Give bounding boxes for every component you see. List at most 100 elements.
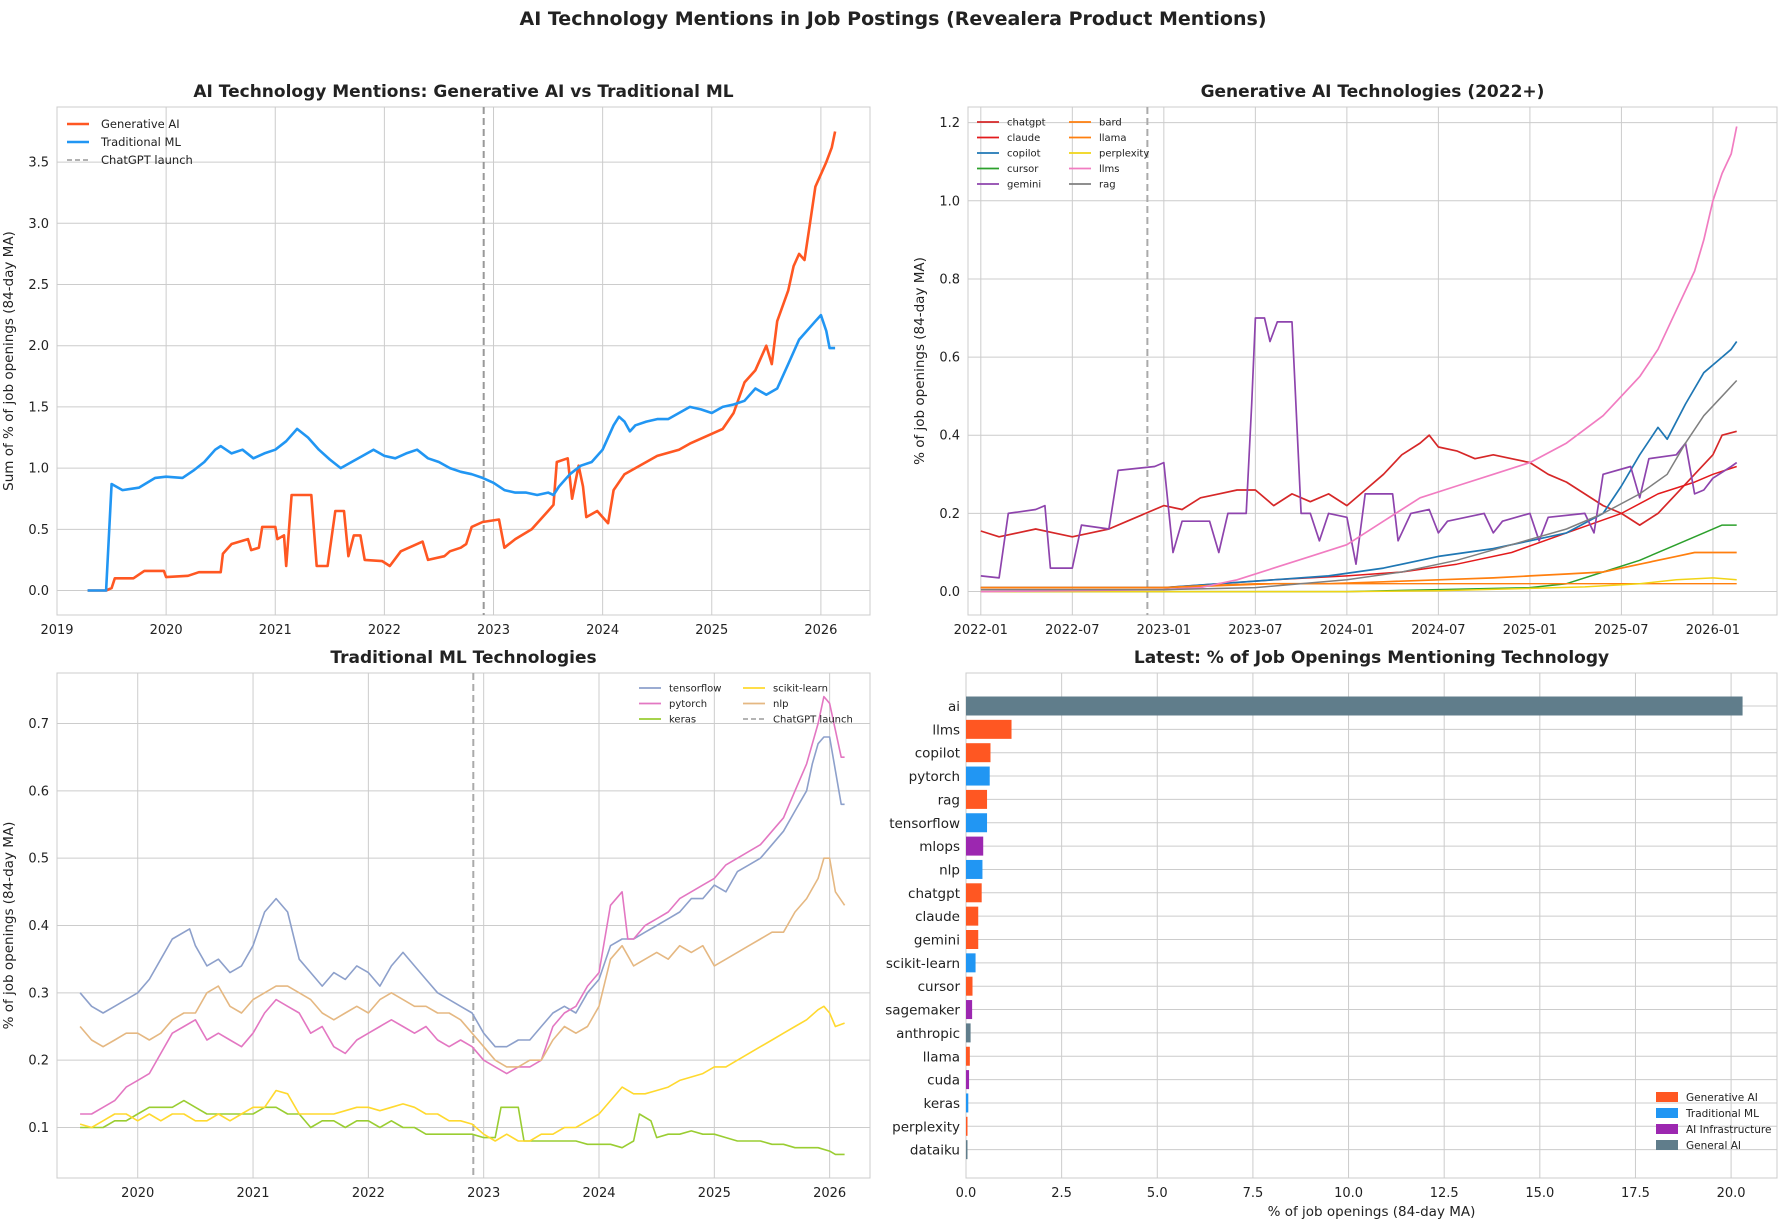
y-tick-label: perplexity: [892, 1119, 960, 1135]
y-tick-label: tensorflow: [889, 816, 960, 832]
x-tick-label: 2022-01: [954, 623, 1008, 638]
series-line-scikit-learn: [79, 1005, 845, 1142]
y-tick-label: 1.5: [28, 400, 49, 415]
x-tick-label: 2024-01: [1320, 623, 1374, 638]
chart-title: Latest: % of Job Openings Mentioning Tec…: [1134, 648, 1609, 668]
x-tick-label: 2026: [804, 623, 837, 638]
bar-dataiku: [966, 1140, 968, 1160]
legend-label: gemini: [1007, 180, 1041, 191]
series-line-llama: [980, 551, 1737, 589]
y-axis-label: % of job openings (84-day MA): [1, 822, 17, 1030]
legend-label: ChatGPT launch: [101, 153, 193, 167]
bar-gemini: [966, 930, 979, 949]
bar-anthropic: [966, 1023, 971, 1043]
legend-label: ChatGPT launch: [773, 715, 853, 726]
bar-llms: [966, 719, 1012, 739]
bar-llama: [966, 1046, 970, 1066]
bar-sagemaker: [966, 1000, 973, 1020]
y-tick-label: 0.0: [939, 585, 960, 600]
x-tick-label: 2024-07: [1411, 623, 1465, 638]
legend: Generative AI Traditional ML AI Infrastruc…: [1656, 1092, 1771, 1152]
y-tick-label: 0.8: [939, 272, 960, 287]
y-tick-label: 0.6: [28, 784, 49, 799]
legend-swatch-general-ai: [1656, 1140, 1678, 1150]
y-tick-label: 0.4: [939, 429, 960, 444]
chart-title: AI Technology Mentions: Generative AI vs…: [193, 82, 733, 102]
figure-suptitle: AI Technology Mentions in Job Postings (…: [519, 8, 1266, 30]
legend-label: cursor: [1007, 164, 1039, 175]
bar-ai: [966, 696, 1743, 716]
y-tick-label: gemini: [914, 933, 960, 949]
x-tick-label: 2025-01: [1503, 623, 1557, 638]
bar-perplexity: [966, 1116, 968, 1136]
legend-label: copilot: [1007, 149, 1041, 160]
series-line-traditional-ml: [87, 313, 836, 592]
bar-copilot: [966, 743, 991, 763]
series-line-nlp: [79, 857, 846, 1068]
x-tick-label: 2021: [259, 623, 292, 638]
legend: Generative AI Traditional ML ChatGPT launc…: [67, 117, 193, 167]
x-tick-label: 7.5: [1243, 1186, 1264, 1201]
series-line-pytorch: [80, 695, 845, 1115]
legend-label: keras: [669, 715, 696, 726]
y-tick-label: rag: [938, 792, 960, 808]
legend-label: nlp: [773, 699, 788, 710]
legend-swatch-traditional-ml: [1656, 1108, 1678, 1118]
legend-swatch-ai-infrastructure: [1656, 1124, 1678, 1134]
series-line-copilot: [980, 341, 1738, 589]
x-tick-label: 2022: [352, 1186, 385, 1201]
y-tick-label: 0.2: [939, 507, 960, 522]
y-tick-label: copilot: [915, 746, 960, 762]
y-tick-label: 1.0: [939, 194, 960, 209]
x-tick-label: 2026: [813, 1186, 846, 1201]
legend: chatgpt claude copilot cursor gemini bard llam…: [977, 118, 1149, 191]
x-tick-label: 2020: [121, 1186, 154, 1201]
x-tick-label: 2022: [368, 623, 401, 638]
x-tick-label: 2023: [467, 1186, 500, 1201]
bar-cuda: [966, 1070, 970, 1090]
x-tick-label: 2.5: [1051, 1186, 1072, 1201]
legend-label: tensorflow: [669, 684, 721, 695]
x-tick-label: 2025: [695, 623, 728, 638]
chart-title: Generative AI Technologies (2022+): [1201, 82, 1545, 102]
series-line-rag: [980, 379, 1738, 591]
bar-tensorflow: [966, 813, 988, 833]
series-line-generative-ai: [87, 131, 837, 592]
legend-label: bard: [1099, 118, 1122, 129]
x-tick-label: 2025: [698, 1186, 731, 1201]
x-tick-label: 2022-07: [1045, 623, 1099, 638]
x-tick-label: 0.0: [956, 1186, 977, 1201]
y-tick-label: 2.0: [28, 339, 49, 354]
bar-keras: [966, 1093, 969, 1113]
legend-label: pytorch: [669, 699, 707, 710]
x-tick-label: 2024: [586, 623, 619, 638]
y-tick-label: keras: [924, 1096, 961, 1112]
bar-rag: [966, 789, 988, 809]
y-tick-label: cursor: [918, 979, 961, 995]
x-tick-label: 10.0: [1334, 1186, 1363, 1201]
bar-mlops: [966, 836, 984, 856]
x-tick-label: 2019: [40, 623, 73, 638]
series-line-chatgpt: [980, 430, 1737, 538]
y-tick-label: 0.5: [28, 852, 49, 867]
legend-label: General AI: [1686, 1140, 1741, 1152]
y-tick-label: 1.2: [939, 116, 960, 131]
plot-area: [56, 106, 871, 616]
y-tick-label: ai: [948, 699, 960, 715]
x-tick-label: 2025-07: [1594, 623, 1648, 638]
x-tick-label: 2020: [150, 623, 183, 638]
y-tick-label: dataiku: [910, 1143, 960, 1159]
legend-label: Generative AI: [101, 117, 180, 131]
y-tick-label: anthropic: [896, 1026, 960, 1042]
x-tick-label: 2024: [582, 1186, 615, 1201]
bar-claude: [966, 906, 979, 926]
legend-label: scikit-learn: [773, 684, 828, 695]
legend-label: Traditional ML: [1685, 1108, 1759, 1120]
y-tick-label: pytorch: [909, 769, 960, 785]
y-tick-label: 0.4: [28, 919, 49, 934]
series-line-llms: [980, 126, 1738, 593]
x-tick-label: 2023-07: [1228, 623, 1282, 638]
y-tick-label: 0.0: [28, 584, 49, 599]
x-tick-label: 15.0: [1525, 1186, 1554, 1201]
